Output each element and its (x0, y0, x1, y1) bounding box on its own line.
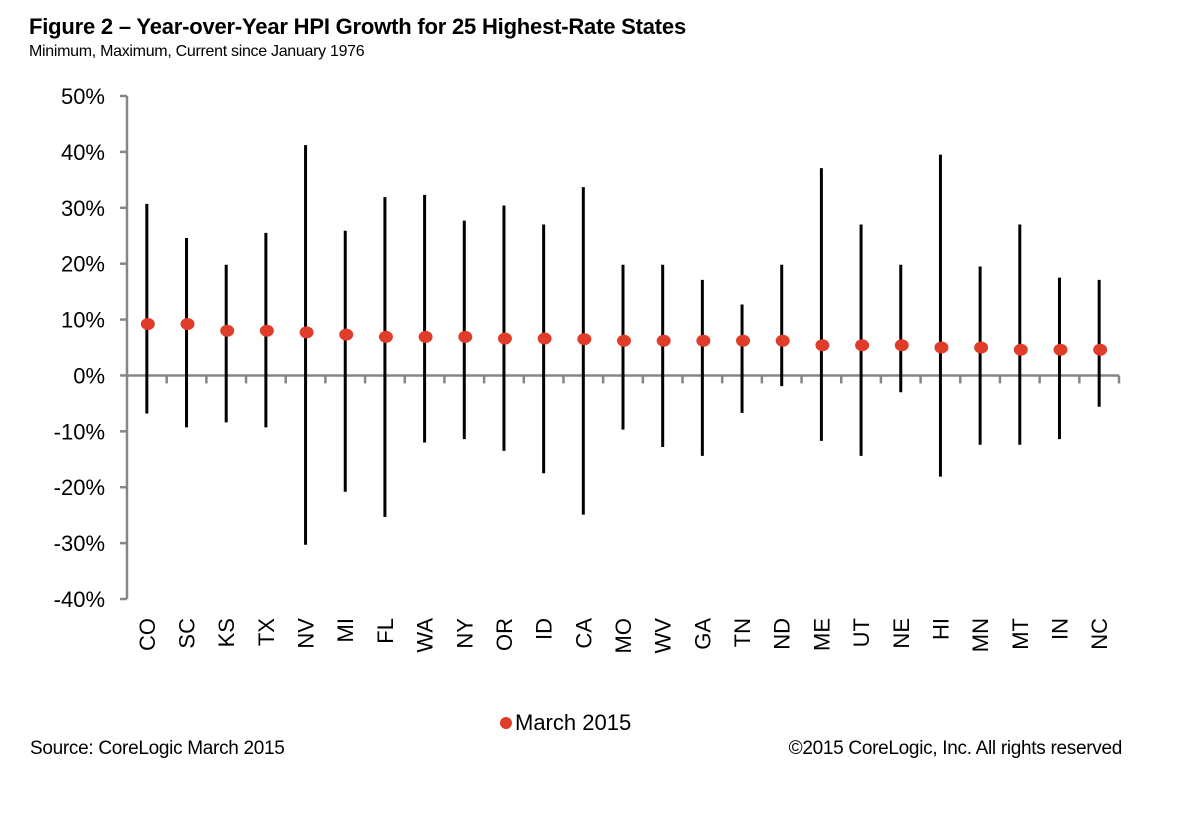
marker-ne (894, 339, 909, 352)
marker-mt (1013, 343, 1028, 356)
x-category-label: SC (175, 618, 200, 649)
x-category-label: MT (1008, 618, 1033, 650)
x-category-label: MI (333, 618, 358, 642)
marker-nc (1093, 343, 1108, 356)
x-category-label: GA (690, 618, 715, 650)
x-category-label: IN (1047, 618, 1072, 640)
chart-subtitle: Minimum, Maximum, Current since January … (29, 43, 365, 60)
x-category-label: ND (770, 618, 795, 650)
y-tick-label: 40% (61, 140, 105, 165)
marker-nd (775, 334, 790, 347)
marker-hi (934, 341, 949, 354)
marker-ks (220, 324, 235, 337)
x-category-label: TX (254, 618, 279, 646)
legend-label: March 2015 (515, 710, 632, 735)
x-category-label: CA (571, 618, 596, 649)
marker-mi (339, 328, 354, 341)
marker-sc (180, 318, 195, 331)
x-category-label: NC (1087, 618, 1112, 650)
y-tick-label: 30% (61, 196, 105, 221)
marker-ny (458, 330, 473, 343)
x-category-label: ME (809, 618, 834, 651)
marker-wv (656, 334, 671, 347)
y-axis-labels: 50% 40% 30% 20% 10% 0% -10% -20% -30% -40% (54, 84, 105, 612)
marker-mo (617, 334, 631, 347)
x-category-label: FL (373, 618, 398, 644)
y-tick-label: 10% (61, 308, 105, 333)
marker-ga (696, 334, 711, 347)
x-category-label: KS (214, 618, 239, 647)
x-category-label: OR (492, 618, 517, 651)
marker-or (497, 332, 512, 345)
marker-ut (855, 339, 870, 352)
x-category-label: NV (294, 618, 319, 649)
marker-ca (577, 333, 592, 346)
y-tick-label: 50% (61, 84, 105, 109)
source-note: Source: CoreLogic March 2015 (30, 738, 285, 759)
marker-me (815, 339, 830, 352)
x-category-label: WV (651, 618, 676, 654)
x-category-label: WA (413, 618, 438, 653)
x-axis-ticks (165, 375, 1121, 384)
copyright-note: ©2015 CoreLogic, Inc. All rights reserve… (788, 738, 1123, 759)
y-tick-label: 20% (61, 252, 105, 277)
x-category-label: MN (968, 618, 993, 652)
marker-nv (299, 326, 314, 339)
marker-in (1053, 343, 1068, 356)
legend-marker-icon (500, 717, 512, 729)
marker-mn (974, 341, 989, 354)
marker-co (140, 318, 155, 331)
x-category-label: TN (730, 618, 755, 647)
marker-tx (259, 324, 274, 337)
marker-tn (736, 334, 751, 347)
x-category-label: NY (452, 618, 477, 649)
x-category-label: HI (928, 618, 953, 640)
marker-wa (418, 330, 433, 343)
x-category-label: NE (889, 618, 914, 649)
y-tick-label: -40% (54, 587, 105, 612)
x-category-label: UT (849, 618, 874, 647)
chart-title: Figure 2 – Year-over-Year HPI Growth for… (29, 14, 686, 39)
y-tick-label: -10% (54, 419, 105, 444)
x-axis-labels: CO SC KS TX NV MI FL WA NY OR ID CA MO WV GA TN ND ME UT NE… (135, 618, 1112, 654)
current-markers (140, 318, 1108, 356)
x-category-label: ID (532, 618, 557, 640)
y-tick-label: -30% (54, 531, 105, 556)
x-category-label: CO (135, 618, 160, 651)
legend: March 2015 (500, 710, 631, 736)
x-category-label: MO (611, 618, 636, 653)
y-tick-label: -20% (54, 475, 105, 500)
marker-id (537, 332, 552, 345)
y-tick-label: 0% (73, 363, 105, 388)
marker-fl (378, 330, 393, 343)
